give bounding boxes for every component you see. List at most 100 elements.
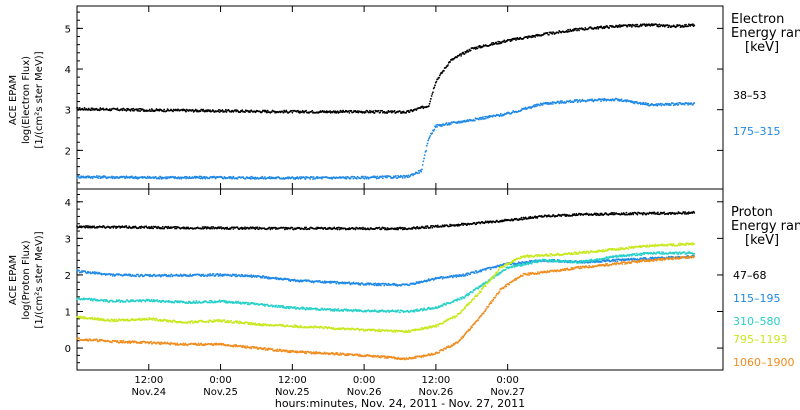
data-point — [464, 51, 467, 54]
legend-electron-175-315: 175–315 — [733, 125, 781, 138]
data-point — [121, 109, 124, 112]
data-point — [460, 54, 462, 57]
data-point — [336, 110, 339, 113]
data-point — [202, 108, 205, 111]
data-point — [683, 24, 686, 26]
data-point — [163, 108, 166, 111]
series-trace — [76, 97, 696, 181]
data-point — [466, 49, 469, 52]
data-point — [526, 37, 529, 40]
data-point — [641, 213, 644, 216]
data-point — [254, 322, 257, 325]
data-point — [572, 29, 575, 32]
data-point — [567, 28, 569, 31]
data-point — [235, 273, 238, 276]
data-point — [348, 281, 351, 284]
data-point — [198, 175, 201, 178]
data-point — [413, 310, 416, 313]
data-point — [534, 104, 537, 106]
data-point — [676, 102, 679, 105]
data-point — [677, 253, 680, 255]
data-point — [471, 291, 474, 294]
data-point — [360, 177, 362, 180]
data-point — [520, 216, 523, 219]
data-point — [311, 176, 314, 179]
data-point — [347, 110, 350, 113]
data-point — [608, 27, 611, 29]
data-point — [187, 177, 190, 180]
proton-series — [76, 210, 696, 361]
data-point — [449, 123, 452, 125]
data-point — [376, 175, 379, 178]
data-point — [244, 111, 246, 114]
data-point — [435, 124, 438, 126]
data-point — [222, 177, 225, 180]
data-point — [646, 102, 648, 105]
data-point — [547, 33, 550, 36]
data-point — [125, 109, 128, 112]
data-point — [405, 111, 408, 114]
data-point — [253, 177, 256, 180]
data-point — [648, 23, 651, 26]
data-point — [441, 305, 444, 307]
data-point — [261, 276, 264, 279]
data-point — [463, 53, 466, 55]
data-point — [434, 126, 437, 129]
data-point — [604, 98, 607, 101]
data-point — [201, 177, 204, 180]
data-point — [225, 111, 228, 113]
data-point — [249, 177, 252, 180]
data-point — [379, 284, 382, 287]
data-point — [260, 177, 263, 180]
data-point — [445, 66, 447, 69]
data-point — [683, 251, 686, 254]
data-point — [430, 95, 433, 97]
data-point — [291, 226, 294, 229]
data-point — [432, 130, 435, 132]
data-point — [560, 102, 563, 104]
data-point — [177, 176, 180, 179]
data-point — [443, 69, 445, 72]
data-point — [569, 99, 572, 102]
data-point — [211, 227, 214, 230]
data-point — [275, 304, 278, 307]
data-point — [304, 178, 307, 181]
data-point — [536, 104, 539, 107]
data-point — [125, 175, 128, 178]
data-point — [484, 117, 487, 120]
data-point — [683, 25, 685, 28]
data-point — [122, 107, 125, 110]
data-point — [372, 110, 375, 113]
data-point — [134, 175, 137, 178]
data-point — [510, 39, 513, 42]
data-point — [345, 177, 348, 180]
electron-plot-frame — [76, 5, 724, 190]
data-point — [116, 107, 119, 110]
data-point — [597, 27, 600, 30]
data-point — [152, 227, 155, 230]
data-point — [334, 110, 337, 113]
data-point — [250, 177, 253, 180]
data-point — [98, 109, 101, 112]
data-point — [194, 175, 196, 178]
data-point — [294, 178, 297, 181]
data-point — [151, 109, 154, 111]
data-point — [236, 320, 239, 323]
data-point — [534, 105, 537, 108]
data-point — [657, 25, 660, 28]
electron-ylabel-line1: ACE EPAM — [8, 75, 19, 125]
data-point — [202, 273, 205, 276]
data-point — [687, 25, 690, 28]
data-point — [635, 25, 638, 28]
data-point — [199, 110, 202, 113]
data-point — [399, 311, 401, 314]
data-point — [123, 175, 126, 178]
data-point — [596, 25, 599, 28]
data-point — [435, 80, 438, 83]
data-point — [463, 297, 466, 299]
data-point — [118, 177, 121, 179]
data-point — [284, 110, 287, 113]
data-point — [91, 177, 94, 180]
data-point — [499, 112, 502, 115]
data-point — [693, 252, 696, 255]
